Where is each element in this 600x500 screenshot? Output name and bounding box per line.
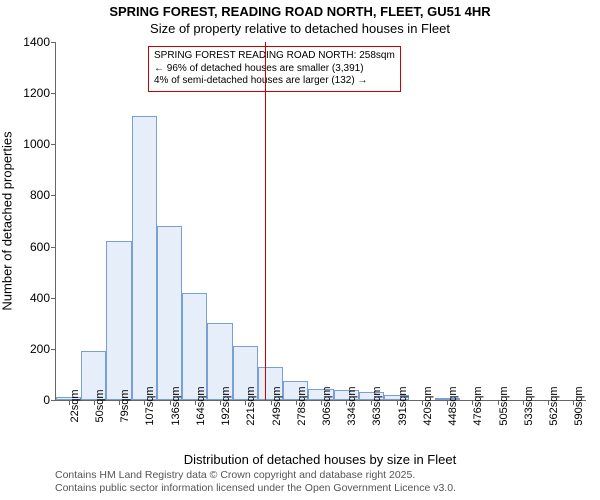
- xtick-label: 562sqm: [548, 386, 560, 425]
- ytick-mark: [51, 349, 56, 350]
- ytick-mark: [51, 93, 56, 94]
- ytick-mark: [51, 247, 56, 248]
- xtick-label: 221sqm: [245, 386, 257, 425]
- plot-area: SPRING FOREST READING ROAD NORTH: 258sqm…: [55, 42, 586, 401]
- ytick-label: 200: [30, 342, 50, 356]
- xtick-label: 164sqm: [195, 386, 207, 425]
- histogram-bar: [132, 116, 157, 400]
- ytick-mark: [51, 400, 56, 401]
- xtick-label: 50sqm: [94, 389, 106, 422]
- ytick-label: 1400: [23, 35, 50, 49]
- footer-line1: Contains HM Land Registry data © Crown c…: [55, 469, 456, 483]
- chart-title: SPRING FOREST, READING ROAD NORTH, FLEET…: [0, 4, 600, 38]
- y-axis-label: Number of detached properties: [0, 131, 15, 310]
- ytick-mark: [51, 195, 56, 196]
- property-marker-line: [265, 42, 266, 400]
- xtick-label: 363sqm: [371, 386, 383, 425]
- xtick-label: 334sqm: [346, 386, 358, 425]
- xtick-label: 192sqm: [220, 386, 232, 425]
- title-line2: Size of property relative to detached ho…: [150, 21, 450, 36]
- footer-line2: Contains public sector information licen…: [55, 482, 456, 496]
- xtick-label: 136sqm: [170, 386, 182, 425]
- histogram-bar: [106, 241, 131, 400]
- ytick-label: 600: [30, 240, 50, 254]
- annotation-line2: ← 96% of detached houses are smaller (3,…: [154, 63, 395, 76]
- property-size-histogram: SPRING FOREST, READING ROAD NORTH, FLEET…: [0, 0, 600, 500]
- ytick-mark: [51, 42, 56, 43]
- xtick-label: 448sqm: [447, 386, 459, 425]
- xtick-label: 249sqm: [271, 386, 283, 425]
- ytick-mark: [51, 298, 56, 299]
- xtick-label: 79sqm: [119, 389, 131, 422]
- ytick-mark: [51, 144, 56, 145]
- xtick-label: 420sqm: [422, 386, 434, 425]
- ytick-label: 1200: [23, 86, 50, 100]
- ytick-label: 0: [43, 393, 50, 407]
- annotation-box: SPRING FOREST READING ROAD NORTH: 258sqm…: [148, 46, 401, 92]
- xtick-label: 107sqm: [144, 386, 156, 425]
- xtick-label: 391sqm: [397, 386, 409, 425]
- histogram-bar: [157, 226, 182, 400]
- xtick-label: 278sqm: [296, 386, 308, 425]
- x-axis-label: Distribution of detached houses by size …: [55, 452, 585, 467]
- xtick-label: 306sqm: [321, 386, 333, 425]
- xtick-label: 505sqm: [498, 386, 510, 425]
- title-line1: SPRING FOREST, READING ROAD NORTH, FLEET…: [109, 4, 490, 19]
- ytick-label: 1000: [23, 137, 50, 151]
- ytick-label: 800: [30, 188, 50, 202]
- xtick-label: 476sqm: [472, 386, 484, 425]
- xtick-label: 533sqm: [523, 386, 535, 425]
- annotation-line3: 4% of semi-detached houses are larger (1…: [154, 75, 395, 88]
- annotation-line1: SPRING FOREST READING ROAD NORTH: 258sqm: [154, 50, 395, 63]
- xtick-label: 590sqm: [573, 386, 585, 425]
- histogram-bar: [182, 293, 207, 400]
- xtick-label: 22sqm: [69, 389, 81, 422]
- ytick-label: 400: [30, 291, 50, 305]
- attribution-footer: Contains HM Land Registry data © Crown c…: [55, 469, 456, 496]
